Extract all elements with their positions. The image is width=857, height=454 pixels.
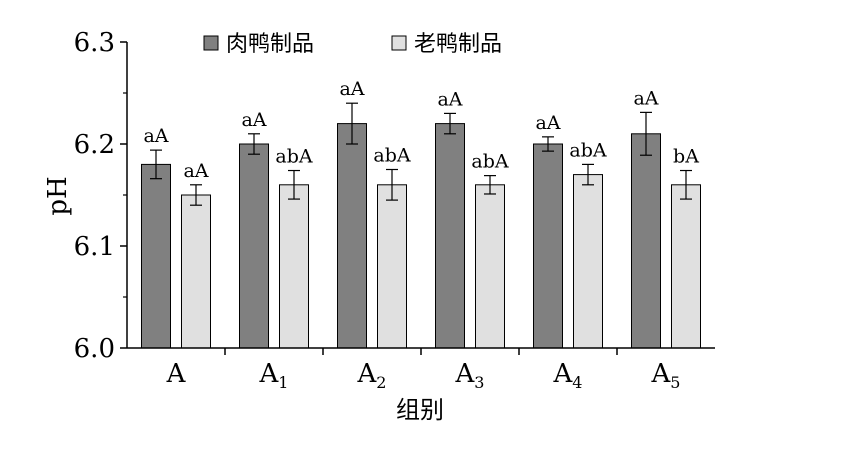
legend-swatch-series-1: [203, 35, 219, 51]
y-tick-label: 6.0: [74, 334, 115, 364]
significance-label: aA: [183, 160, 208, 182]
x-ticks-layer: A A1 A2 A3 A4 A5: [166, 348, 681, 392]
bar-series-2: [181, 194, 211, 349]
x-tick-label: A5: [651, 359, 681, 392]
significance-label: aA: [437, 88, 462, 110]
legend-swatch-series-2: [391, 35, 407, 51]
significance-labels-layer: aA aA aA abA aA abA aA abA aA abA aA bA: [143, 78, 699, 182]
bar-series-2: [475, 184, 505, 349]
x-tick-label: A3: [455, 359, 485, 392]
legend-label-series-1: 肉鸭制品: [226, 32, 314, 57]
significance-label: abA: [275, 146, 312, 168]
y-tick-label: 6.1: [74, 232, 115, 262]
significance-label: aA: [143, 125, 168, 147]
y-tick-label: 6.2: [74, 130, 115, 160]
bar-series-1: [141, 163, 171, 349]
x-tick-label: A1: [259, 359, 289, 392]
bars-layer: [141, 123, 701, 349]
significance-label: aA: [633, 87, 658, 109]
bar-series-2: [671, 184, 701, 349]
significance-label: aA: [339, 78, 364, 100]
bar-series-1: [435, 123, 465, 349]
legend: 肉鸭制品 老鸭制品: [203, 32, 502, 57]
x-tick-label: A: [166, 359, 187, 389]
bar-series-2: [573, 174, 603, 349]
y-ticks-layer: 6.0 6.1 6.2 6.3: [74, 28, 127, 364]
bar-series-2: [377, 184, 407, 349]
x-axis-title: 组别: [396, 396, 444, 424]
significance-label: aA: [535, 112, 560, 134]
axes: [126, 42, 715, 349]
bar-series-2: [279, 184, 309, 349]
x-tick-label: A4: [553, 359, 583, 392]
significance-label: bA: [673, 146, 699, 168]
significance-label: aA: [241, 109, 266, 131]
bar-series-1: [337, 123, 367, 349]
x-tick-label: A2: [357, 359, 387, 392]
legend-label-series-2: 老鸭制品: [414, 32, 502, 57]
significance-label: abA: [471, 151, 508, 173]
bar-series-1: [533, 143, 563, 349]
y-tick-label: 6.3: [74, 28, 115, 58]
bar-series-1: [239, 143, 269, 349]
significance-label: abA: [569, 139, 606, 161]
error-bars-layer: [150, 102, 692, 206]
significance-label: abA: [373, 145, 410, 167]
y-axis-title: pH: [43, 176, 73, 215]
bar-series-1: [631, 133, 661, 349]
